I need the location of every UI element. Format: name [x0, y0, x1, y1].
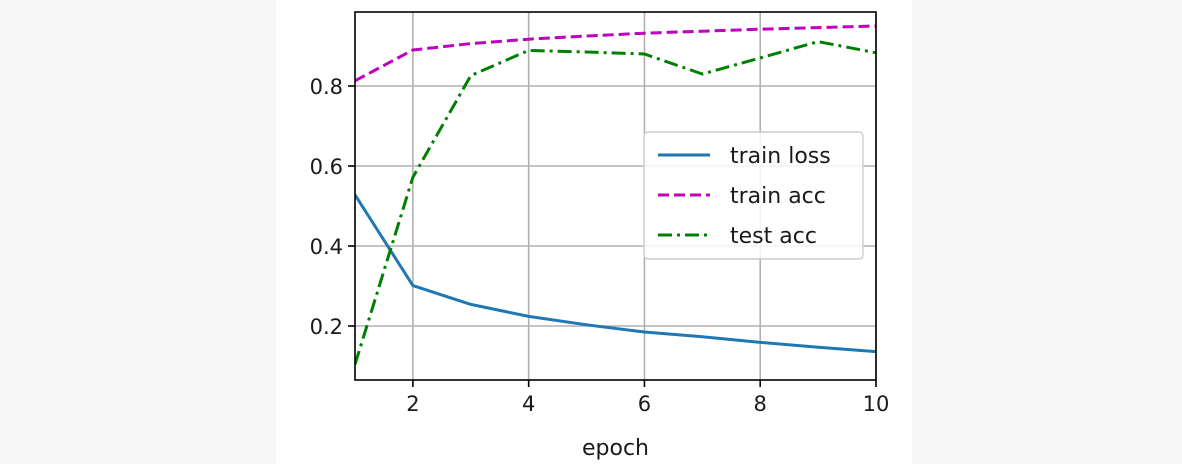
- legend-entry-label: train loss: [730, 144, 831, 169]
- x-tick-label: 6: [638, 392, 651, 416]
- chart-figure: 2 4 6 8 10 0.2 0.4 0.6 0.8 epoch train loss train a…: [276, 0, 912, 464]
- line-chart: 2 4 6 8 10 0.2 0.4 0.6 0.8 epoch train loss train a…: [310, 11, 890, 461]
- y-tick-label: 0.2: [310, 315, 343, 339]
- y-tick-label: 0.8: [310, 75, 343, 99]
- x-tick-label: 2: [406, 392, 419, 416]
- plot-frame: [354, 11, 877, 381]
- series-group: [355, 24, 876, 365]
- legend: train loss train acc test acc: [643, 131, 864, 260]
- x-tick-label: 10: [863, 392, 890, 416]
- x-tick-label: 8: [754, 392, 767, 416]
- legend-entry-label: train acc: [730, 184, 826, 209]
- x-axis-title: epoch: [582, 436, 649, 461]
- legend-entry-label: test acc: [730, 224, 817, 249]
- y-tick-label: 0.6: [310, 155, 343, 179]
- x-tick-label: 4: [522, 392, 535, 416]
- legend-box: [643, 131, 864, 260]
- series-line-train-loss: [355, 193, 876, 354]
- series-line-train-acc: [355, 24, 876, 83]
- y-tick-label: 0.4: [310, 235, 343, 259]
- series-line-test-acc: [355, 40, 876, 365]
